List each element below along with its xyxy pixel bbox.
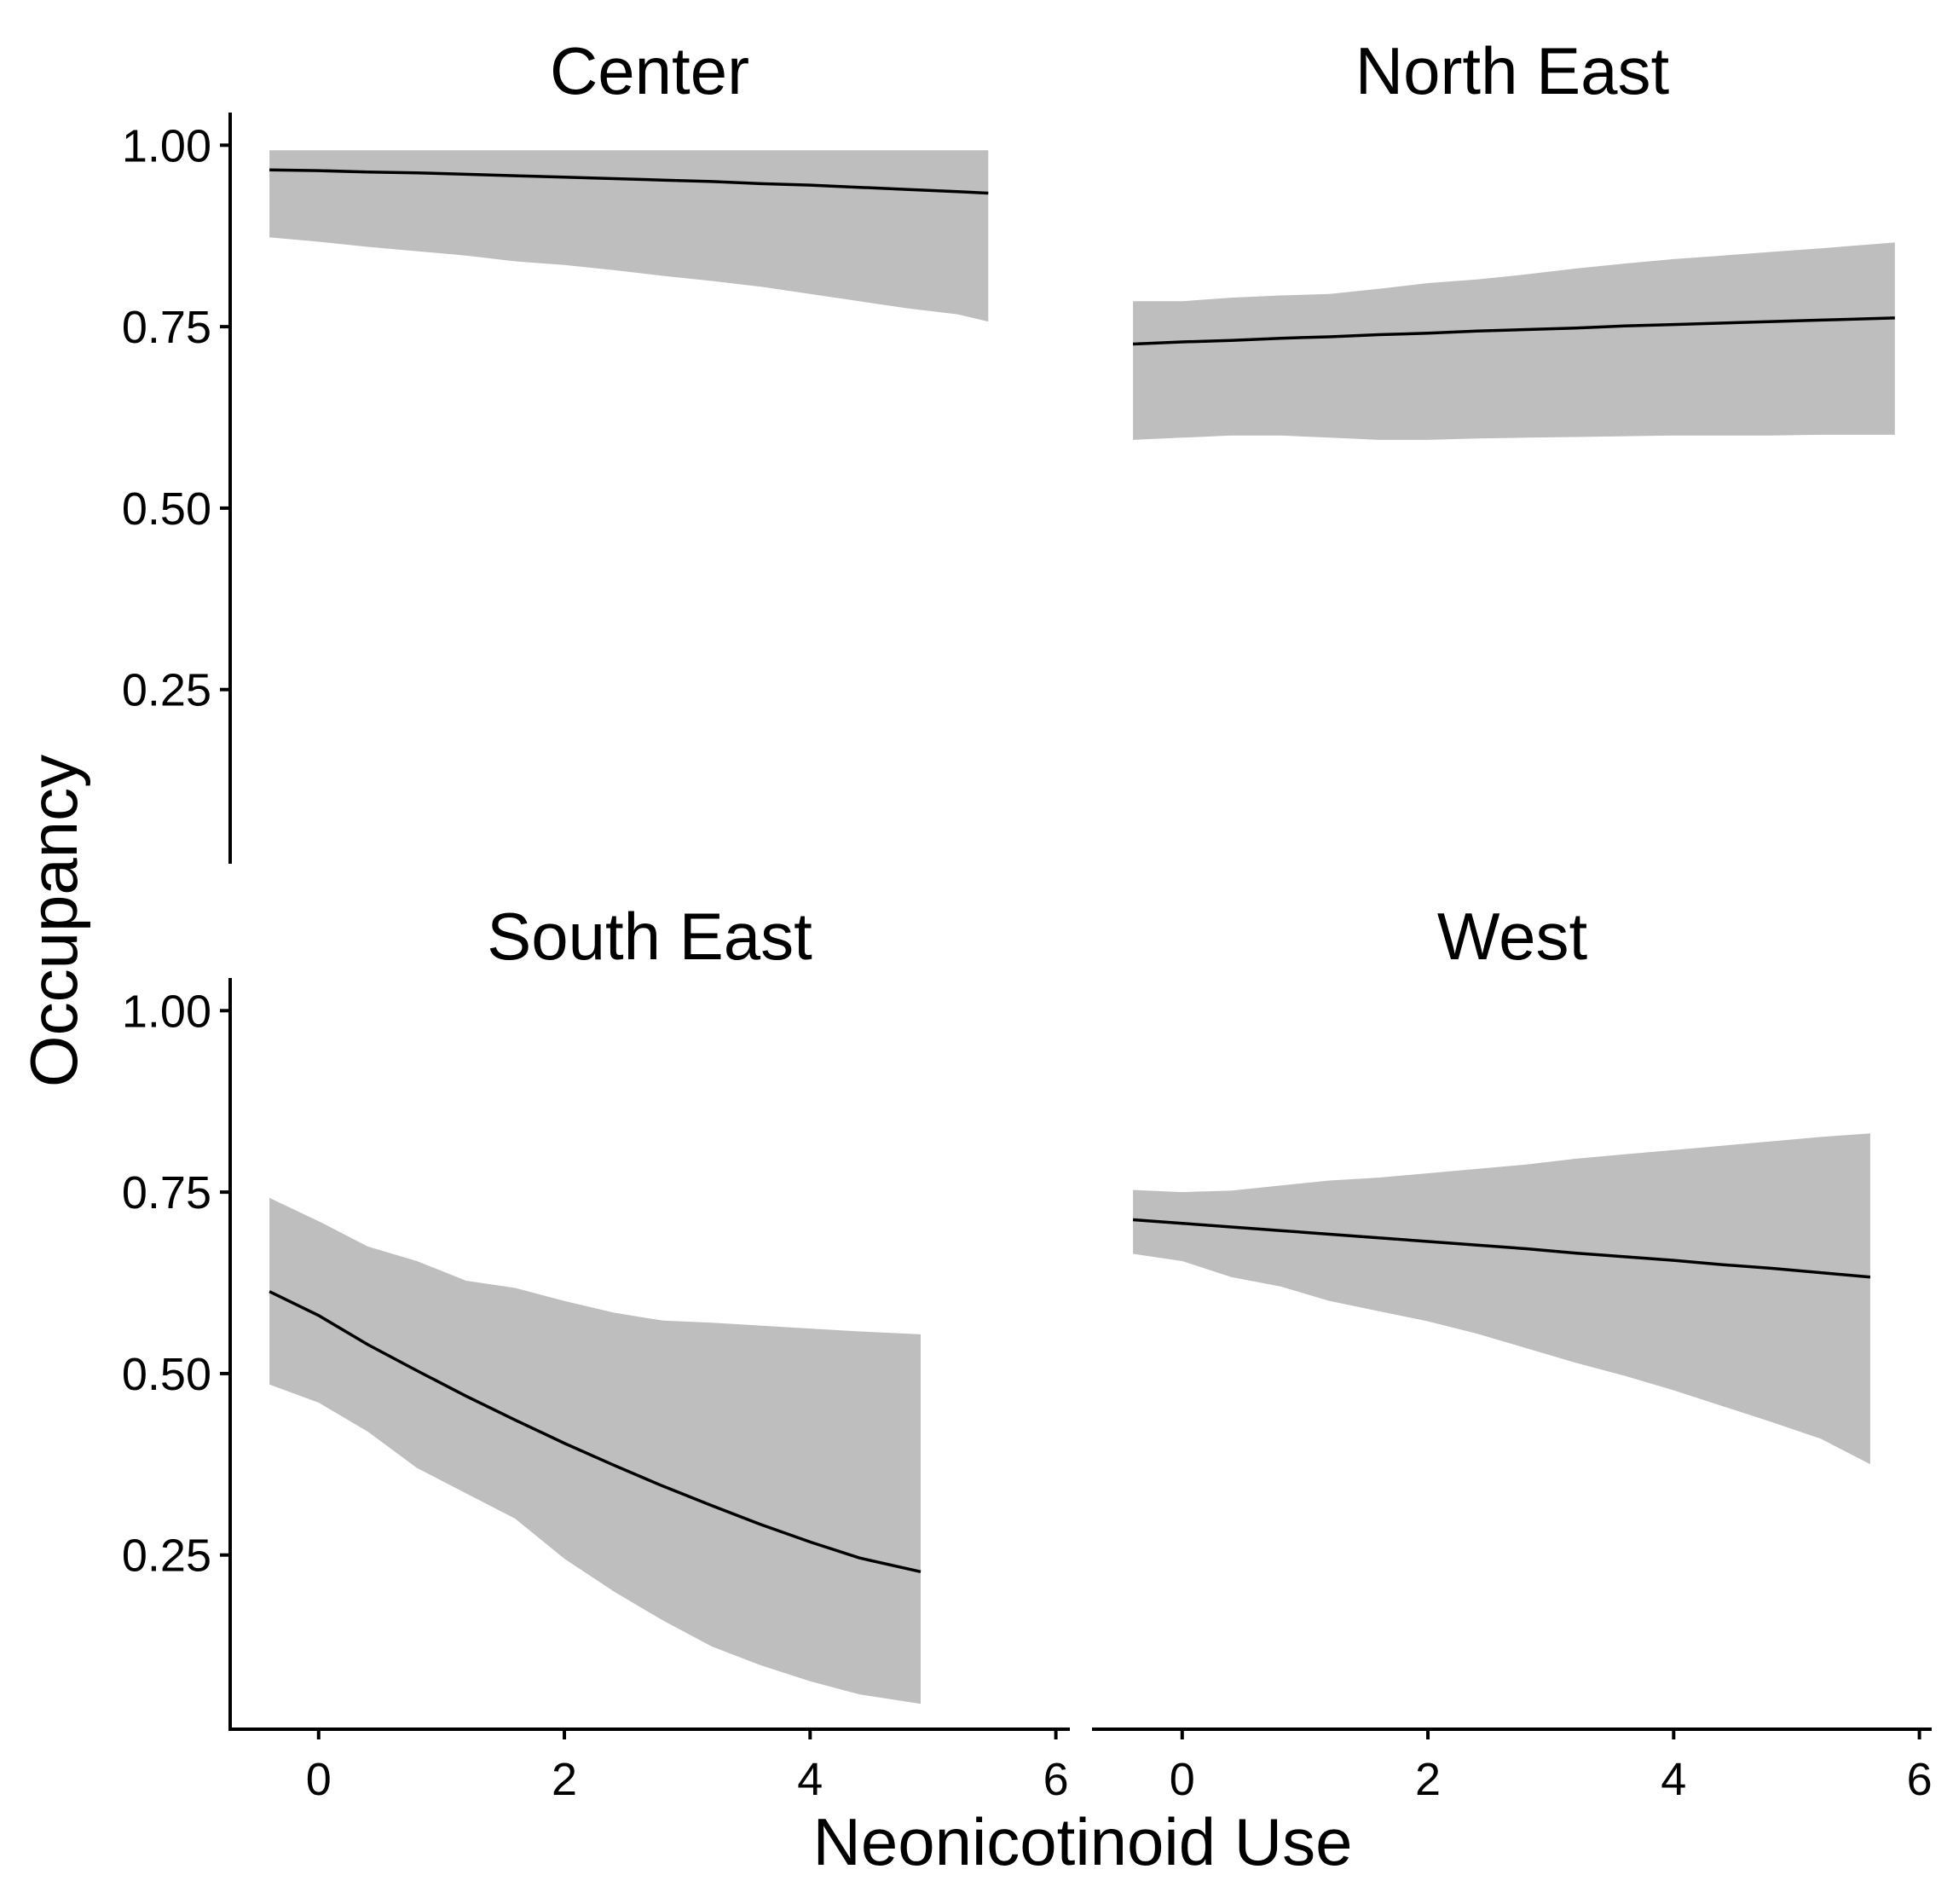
x-tick-label-south-east-1: 2 [552, 1754, 577, 1805]
fit-line-north-east [1133, 316, 1895, 346]
x-ticks-south-east: 0 2 4 6 [306, 1729, 1069, 1805]
confidence-ribbon-north-east [1133, 242, 1895, 440]
y-ticks-south-east: 0.25 0.50 0.75 1.00 [122, 986, 230, 1582]
x-tick-label-south-east-0: 0 [306, 1754, 332, 1805]
panel-title-north-east: North East [1355, 33, 1670, 108]
panel-north-east: North East [1133, 33, 1895, 440]
x-tick-label-west-0: 0 [1170, 1754, 1195, 1805]
y-tick-label-south-east-0: 0.25 [122, 1531, 211, 1582]
x-tick-label-west-1: 2 [1415, 1754, 1441, 1805]
panel-title-south-east: South East [487, 899, 812, 974]
panel-title-west: West [1437, 899, 1588, 974]
y-tick-label-south-east-2: 0.75 [122, 1167, 211, 1218]
y-tick-label-center-1: 0.50 [122, 483, 211, 535]
fit-line-west [1132, 1218, 1871, 1279]
x-tick-label-west-2: 4 [1661, 1754, 1686, 1805]
y-tick-label-south-east-1: 0.50 [122, 1349, 211, 1400]
x-ticks-west: 0 2 4 6 [1170, 1729, 1933, 1805]
y-tick-label-south-east-3: 1.00 [122, 986, 211, 1037]
panel-title-center: Center [550, 33, 749, 108]
y-tick-label-center-3: 1.00 [122, 120, 211, 171]
y-tick-label-center-2: 0.75 [122, 302, 211, 353]
confidence-ribbon-south-east [269, 1197, 922, 1704]
x-axis-title: Neonicotinoid Use [812, 1804, 1352, 1879]
panel-west: West 0 2 4 6 [1092, 899, 1933, 1805]
x-tick-label-south-east-3: 6 [1043, 1754, 1069, 1805]
x-tick-label-south-east-2: 4 [797, 1754, 823, 1805]
fit-line-south-east [269, 1290, 922, 1574]
y-tick-label-center-0: 0.25 [122, 665, 211, 716]
fit-line-center [269, 168, 989, 195]
panel-south-east: South East 0.25 0.50 0.75 1.00 0 2 4 6 [122, 899, 1070, 1805]
confidence-ribbon-west [1133, 1133, 1870, 1465]
y-ticks-center: 0.25 0.50 0.75 1.00 [122, 120, 230, 716]
confidence-ribbon-center [269, 150, 989, 322]
x-tick-label-west-3: 6 [1907, 1754, 1933, 1805]
panel-center: Center 0.25 0.50 0.75 1.00 [122, 33, 989, 864]
y-axis-title: Occupancy [16, 755, 91, 1087]
